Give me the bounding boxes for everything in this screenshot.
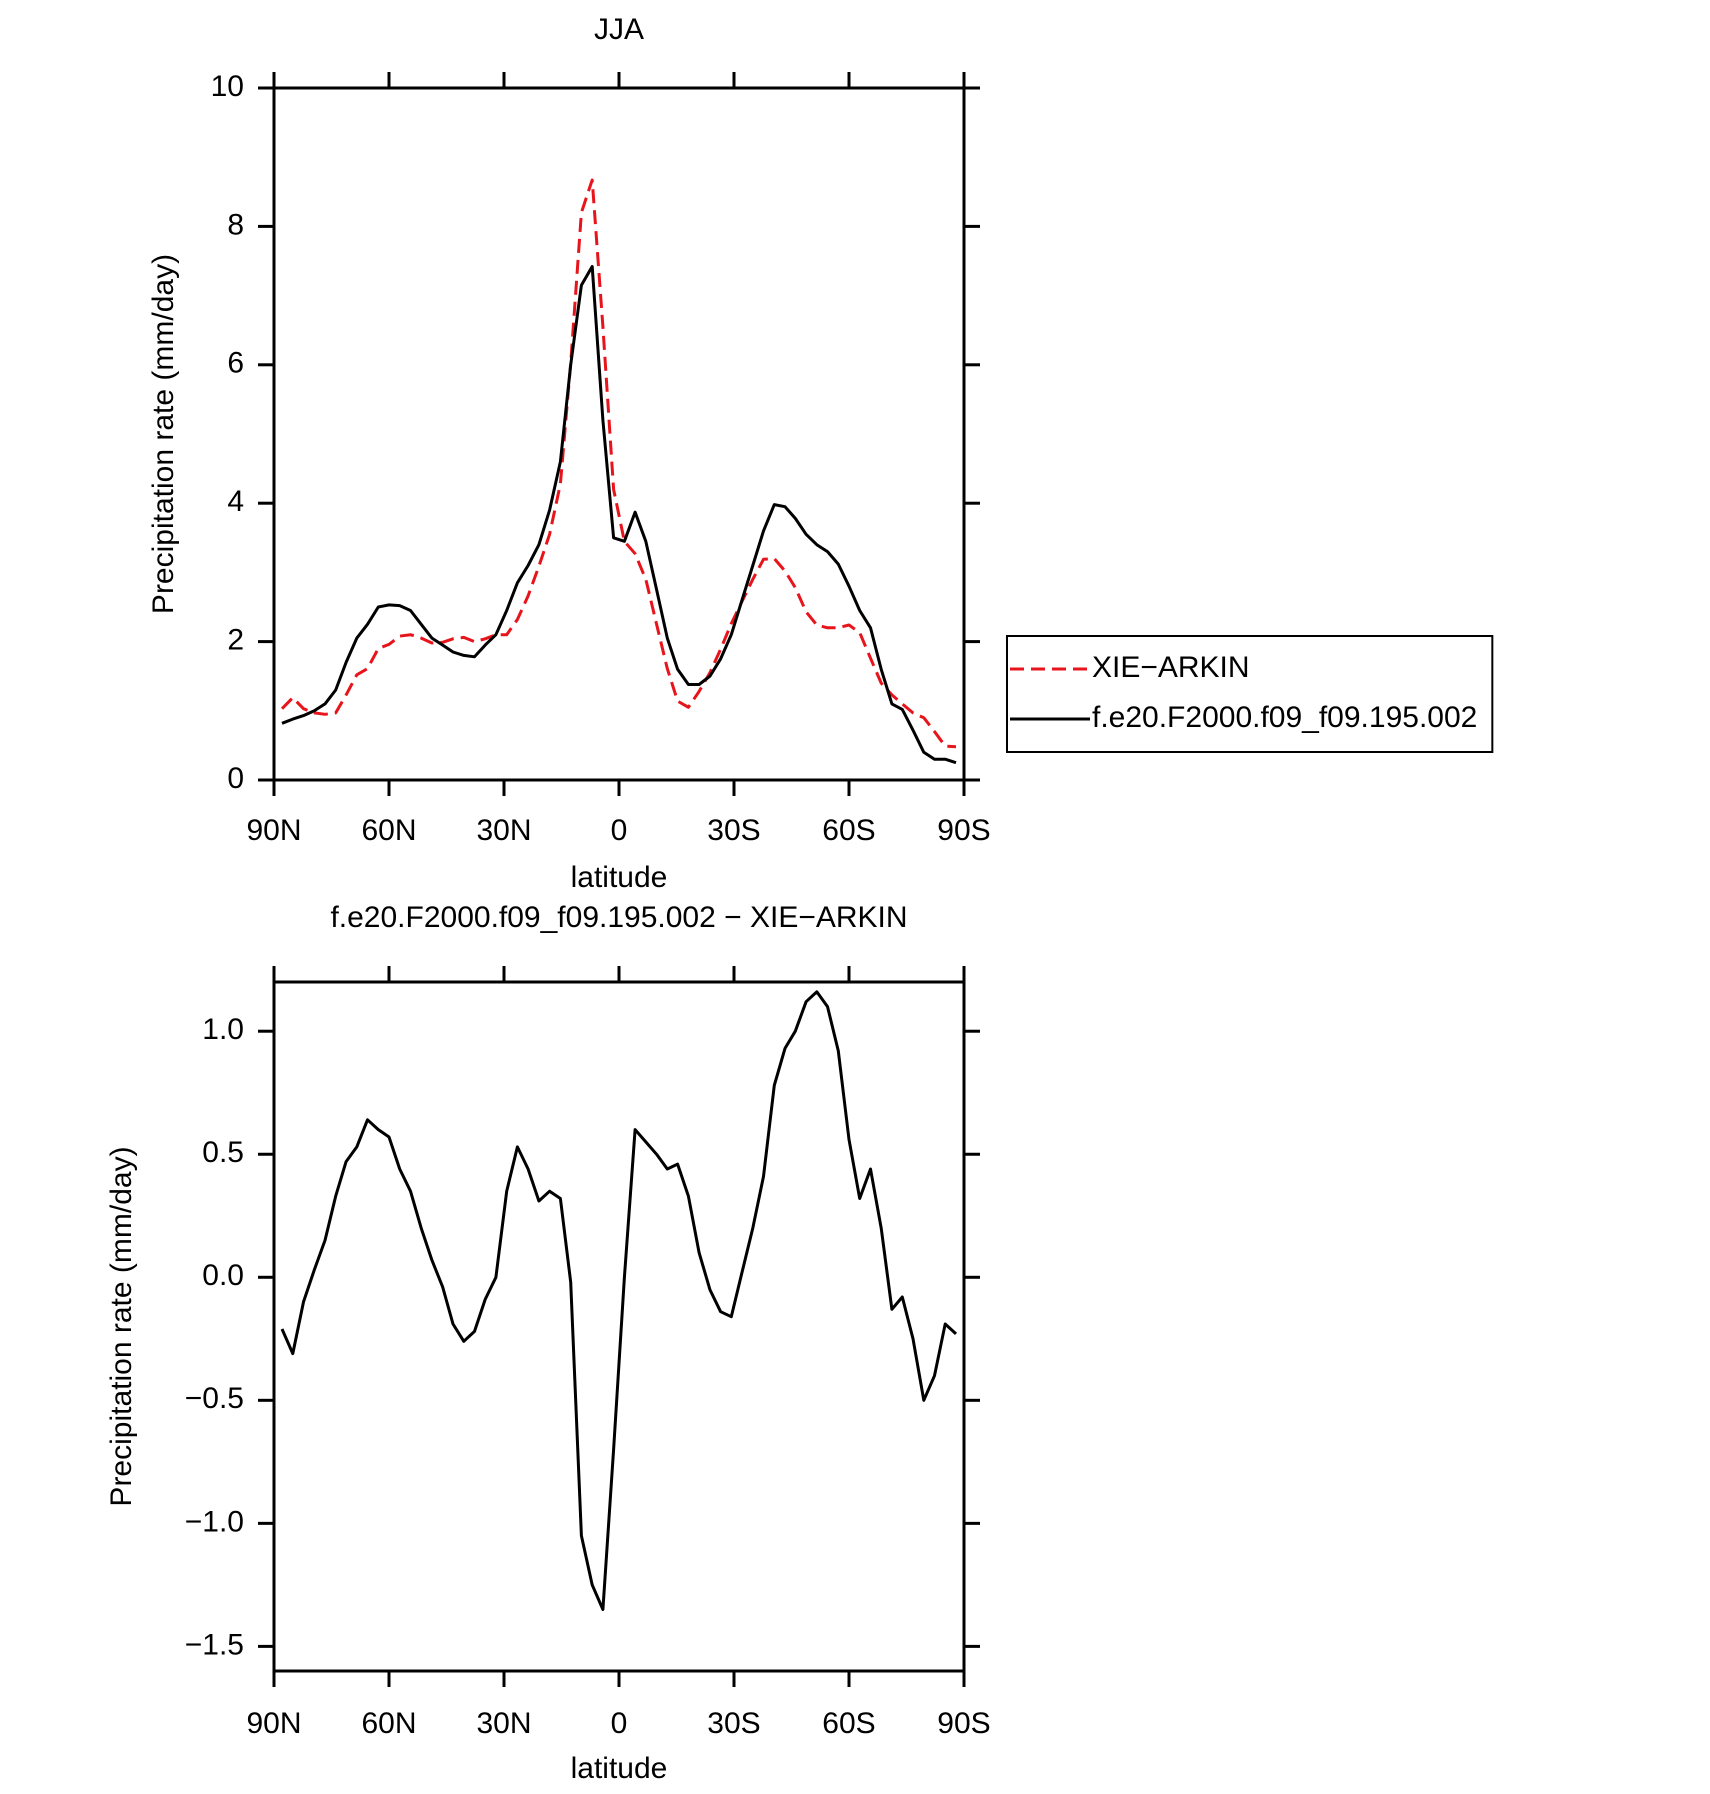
x-tick-label: 90N (246, 814, 301, 847)
y-tick-label: 0.5 (202, 1136, 244, 1169)
data-line (280, 990, 958, 1611)
data-line (280, 178, 957, 749)
x-tick-label: 30N (476, 814, 531, 847)
x-axis-label: latitude (571, 1752, 668, 1785)
x-tick-label: 0 (611, 814, 628, 847)
y-tick-label: 1.0 (202, 1013, 244, 1046)
x-tick-label: 30S (707, 814, 760, 847)
y-tick-label: 2 (227, 624, 244, 657)
legend-label: XIE−ARKIN (1092, 651, 1250, 684)
y-tick-label: −1.5 (185, 1628, 244, 1661)
x-tick-label: 90S (937, 814, 990, 847)
x-tick-label: 90S (937, 1707, 990, 1740)
plot-frame (272, 86, 966, 782)
y-axis-label: Precipitation rate (mm/day) (105, 1146, 138, 1506)
chart-title: f.e20.F2000.f09_f09.195.002 − XIE−ARKIN (330, 901, 907, 934)
x-axis-label: latitude (571, 861, 668, 894)
legend-box (1006, 635, 1494, 753)
y-tick-label: 0.0 (202, 1259, 244, 1292)
x-tick-label: 0 (611, 1707, 628, 1740)
x-tick-label: 60N (361, 1707, 416, 1740)
plot-frame (272, 980, 966, 1673)
x-tick-label: 30S (707, 1707, 760, 1740)
y-axis-label: Precipitation rate (mm/day) (147, 254, 180, 614)
x-tick-label: 60N (361, 814, 416, 847)
y-tick-label: 8 (227, 208, 244, 241)
x-tick-label: 60S (822, 814, 875, 847)
y-tick-label: −0.5 (185, 1382, 244, 1415)
y-tick-label: 10 (211, 70, 244, 103)
legend-label: f.e20.F2000.f09_f09.195.002 (1092, 701, 1477, 734)
x-tick-label: 90N (246, 1707, 301, 1740)
chart-title: JJA (594, 13, 644, 46)
y-tick-label: 4 (227, 485, 244, 518)
y-tick-label: 6 (227, 347, 244, 380)
legend: XIE−ARKIN f.e20.F2000.f09_f09.195.002 (1006, 635, 1494, 753)
x-tick-label: 60S (822, 1707, 875, 1740)
y-tick-label: −1.0 (185, 1505, 244, 1538)
y-tick-label: 0 (227, 762, 244, 795)
data-line (281, 265, 957, 765)
x-tick-label: 30N (476, 1707, 531, 1740)
